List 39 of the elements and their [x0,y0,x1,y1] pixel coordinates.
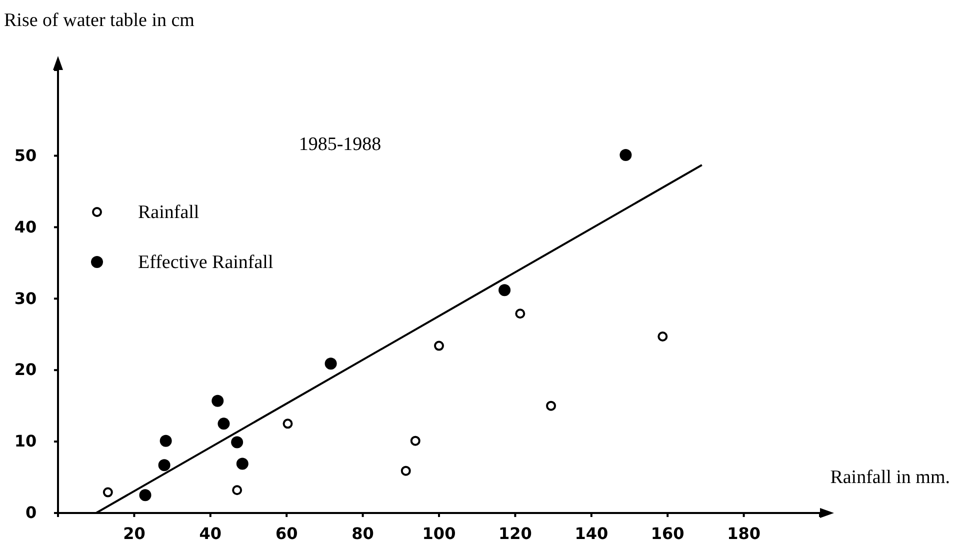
x-tick-label: 100 [422,524,456,544]
point [324,358,337,370]
point [620,149,632,162]
point [400,466,411,476]
x-axis-title: Rainfall in mm. [830,467,950,488]
point [102,487,113,498]
y-axis-title: Rise of water table in cm [4,10,195,31]
legend-label: Effective Rainfall [138,252,274,273]
point [658,332,668,342]
text: 1985-1988 [298,134,382,155]
y-tick-label: 40 [14,217,37,236]
point [515,308,526,319]
point [232,485,242,496]
y-tick-label: 20 [14,360,37,380]
point [139,489,152,502]
point [212,394,224,407]
x-tick-label: 20 [123,524,146,544]
point [498,284,511,296]
point [160,434,172,447]
x-tick-label: 140 [574,524,608,544]
x-tick-label: 40 [199,524,222,544]
point [546,400,556,411]
y-tick-label: 0 [25,503,37,522]
x-tick-label: 80 [352,524,374,544]
x-tick-label: 180 [727,524,761,544]
point [158,459,170,472]
x-tick-label: 120 [498,524,532,544]
point [410,436,420,446]
point [282,418,293,429]
y-tick-label: 30 [14,288,37,308]
y-tick-label: 10 [14,432,37,451]
y-tick-label: 50 [14,146,37,165]
point [231,436,244,448]
legend-label: Rainfall [138,202,200,223]
x-tick-label: 160 [650,524,684,544]
point [434,340,444,351]
point [236,458,248,470]
point [218,418,230,430]
x-tick-label: 60 [275,524,298,544]
